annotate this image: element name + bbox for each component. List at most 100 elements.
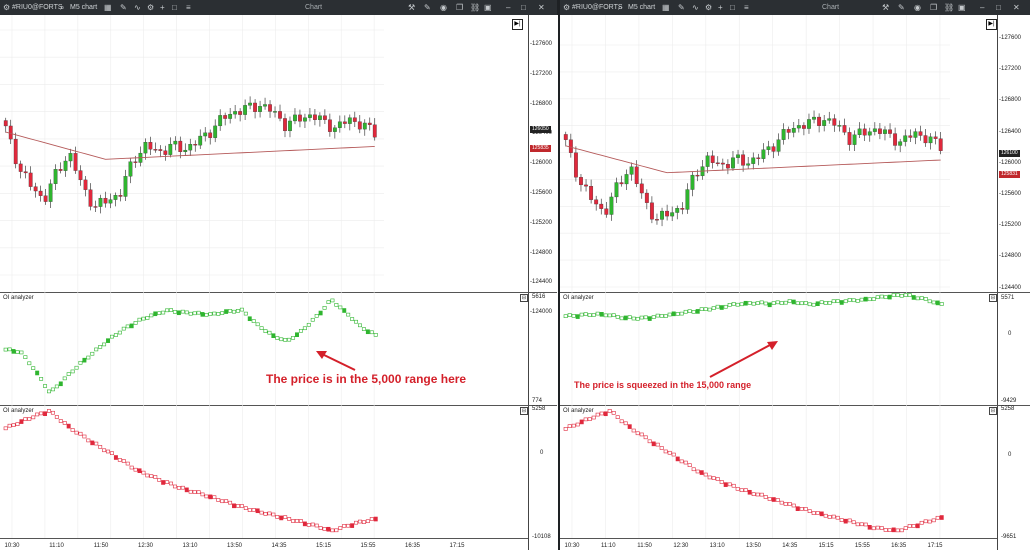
price-axis-left[interactable]	[528, 15, 558, 550]
candle	[584, 184, 588, 187]
price-axis-right[interactable]	[997, 15, 1030, 550]
time-tick-label: 15:15	[315, 543, 332, 549]
copy-icon[interactable]: ❐	[456, 3, 464, 12]
symbol-selector[interactable]: #RIU0@FORTS	[12, 4, 63, 11]
oi-step-bar	[109, 334, 114, 339]
settings-icon[interactable]: ⚙	[705, 3, 713, 12]
indicator-icon[interactable]: ∿	[134, 3, 141, 12]
window-title: Chart	[822, 4, 840, 11]
tools-icon[interactable]: ⚒	[882, 3, 890, 12]
indicator-icon[interactable]: ∿	[692, 3, 699, 12]
oi-step-bar	[659, 446, 664, 450]
tools-icon[interactable]: ⚒	[408, 3, 416, 12]
link-icon[interactable]: ⛓	[470, 3, 481, 12]
candle	[938, 138, 943, 151]
oi-step-bar	[703, 472, 708, 477]
timeframe-selector[interactable]: M5 chart	[628, 4, 656, 11]
settings-icon[interactable]: ⚙	[147, 3, 155, 12]
chart-logo-icon[interactable]: ⚙	[3, 3, 11, 12]
oi-step-bar	[923, 297, 928, 301]
crosshair-icon[interactable]: +	[718, 3, 723, 12]
candle	[203, 132, 208, 137]
oi-step-bar	[827, 515, 832, 519]
oi-step-bar	[133, 321, 138, 325]
panel-settings-icon[interactable]: ⊟	[520, 294, 528, 302]
oi-step-bar	[867, 297, 872, 302]
oi-step-bar	[208, 312, 213, 316]
oi-step-bar	[322, 306, 327, 310]
menu-icon[interactable]: ≡	[186, 3, 191, 12]
camera-icon[interactable]: ◉	[914, 3, 921, 12]
scroll-to-end-button[interactable]: ▶|	[986, 19, 997, 30]
oi-step-bar	[711, 306, 716, 310]
chart-type-icon[interactable]: ▦	[662, 3, 670, 12]
pen-icon[interactable]: ✎	[120, 3, 127, 12]
rectangle-icon[interactable]: □	[172, 3, 177, 12]
close-icon[interactable]: ✕	[1013, 3, 1020, 12]
timeframe-selector[interactable]: M5 chart	[70, 4, 98, 11]
oi-step-bar	[318, 526, 323, 530]
chart-canvas-right[interactable]	[560, 15, 997, 539]
copy-icon[interactable]: ❐	[930, 3, 938, 12]
pin-icon[interactable]: ▣	[484, 3, 492, 12]
pen-icon[interactable]: ✎	[678, 3, 685, 12]
panel-divider[interactable]	[0, 405, 557, 406]
draw-icon[interactable]: ✎	[424, 3, 431, 12]
chart-type-icon[interactable]: ▦	[104, 3, 112, 12]
close-icon[interactable]: ✕	[538, 3, 545, 12]
time-axis-right[interactable]	[560, 538, 997, 550]
oi2-top-label: 5258	[1001, 406, 1015, 412]
maximize-icon[interactable]: □	[996, 3, 1001, 12]
chart-window-left: ⚙ #RIU0@FORTS ⌕ M5 chart ▦ ✎ ∿ ⚙ + □ ≡ C…	[0, 0, 558, 550]
symbol-selector[interactable]: #RIU0@FORTS	[572, 4, 623, 11]
oi-step-bar	[759, 492, 764, 497]
maximize-icon[interactable]: □	[521, 3, 526, 12]
time-tick-label: 11:10	[49, 543, 64, 549]
oi-step-bar	[835, 299, 840, 303]
candle	[741, 154, 746, 166]
oi-step-bar	[771, 301, 776, 305]
oi-step-bar	[228, 500, 233, 505]
panel-settings-icon[interactable]: ⊟	[989, 294, 997, 302]
chart-canvas-left[interactable]	[0, 15, 528, 539]
minimize-icon[interactable]: –	[506, 3, 511, 12]
candle	[63, 160, 68, 171]
oi-step-bar	[361, 327, 366, 331]
candle	[807, 119, 811, 129]
oi-step-bar	[671, 452, 676, 457]
oi-step-bar	[39, 411, 44, 416]
panel-divider[interactable]	[0, 292, 557, 293]
oi-step-bar	[563, 427, 568, 431]
oi-step-bar	[691, 467, 696, 472]
pin-icon[interactable]: ▣	[958, 3, 966, 12]
time-axis-left[interactable]	[0, 538, 528, 550]
panel-divider[interactable]	[560, 405, 1030, 406]
crosshair-icon[interactable]: +	[160, 3, 165, 12]
menu-icon[interactable]: ≡	[744, 3, 749, 12]
oi-step-bar	[121, 459, 126, 463]
time-tick-label: 16:35	[404, 543, 421, 549]
oi-step-bar	[855, 299, 860, 303]
oi-step-bar	[224, 499, 229, 503]
candle	[898, 141, 903, 146]
chart-logo-icon[interactable]: ⚙	[563, 3, 571, 12]
rectangle-icon[interactable]: □	[730, 3, 735, 12]
search-icon[interactable]: ⌕	[618, 3, 623, 12]
link-icon[interactable]: ⛓	[944, 3, 955, 12]
oi-step-bar	[291, 336, 296, 340]
oi-step-bar	[188, 489, 193, 494]
panel-settings-icon[interactable]: ⊟	[989, 407, 997, 415]
oi-step-bar	[779, 301, 784, 305]
minimize-icon[interactable]: –	[980, 3, 985, 12]
oi-step-bar	[15, 422, 20, 426]
draw-icon[interactable]: ✎	[898, 3, 905, 12]
scroll-to-end-button[interactable]: ▶|	[512, 19, 523, 30]
search-icon[interactable]: ⌕	[60, 3, 65, 12]
candle	[308, 114, 312, 118]
panel-settings-icon[interactable]: ⊟	[520, 407, 528, 415]
oi-step-bar	[82, 357, 87, 363]
titlebar-right: ⚙ #RIU0@FORTS ⌕ M5 chart ▦ ✎ ∿ ⚙ + □ ≡ C…	[560, 0, 1030, 15]
panel-divider[interactable]	[560, 292, 1030, 293]
camera-icon[interactable]: ◉	[440, 3, 447, 12]
price-tick-label: -126400	[999, 128, 1022, 135]
